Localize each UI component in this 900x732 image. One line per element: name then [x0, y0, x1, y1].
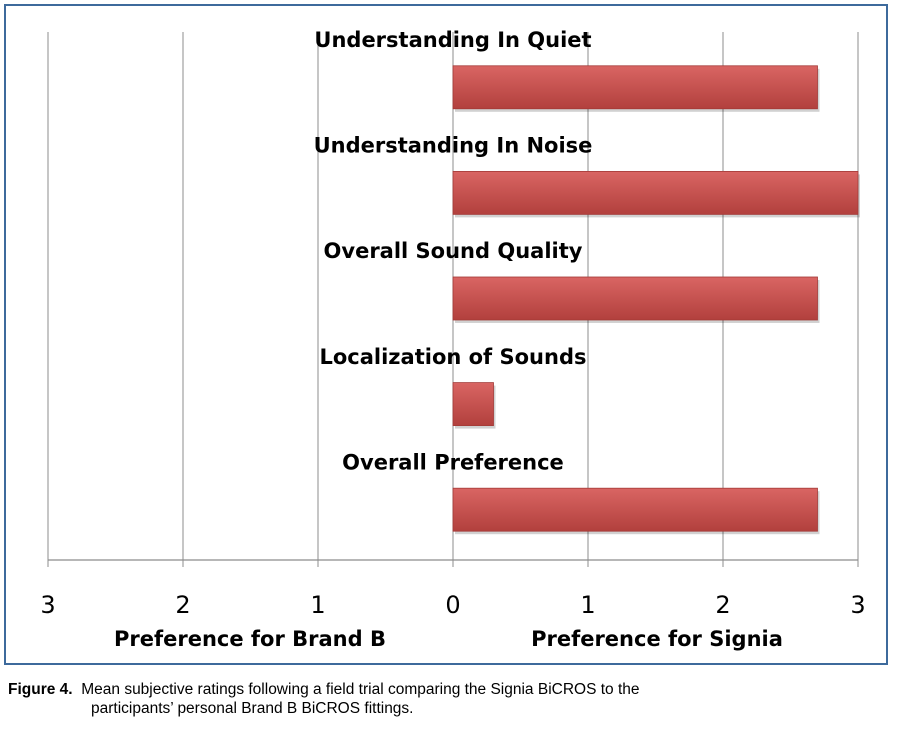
bar	[452, 65, 818, 110]
x-tick-label: 2	[175, 591, 190, 619]
x-axis-title-right: Preference for Signia	[531, 627, 783, 651]
x-axis-title-left: Preference for Brand B	[114, 627, 386, 651]
x-tick-label: 2	[715, 591, 730, 619]
x-tick-labels: 3 2 1 0 1 2 3	[40, 591, 865, 619]
caption-label: Figure 4.	[8, 681, 73, 698]
caption-line1: Mean subjective ratings following a fiel…	[81, 681, 640, 698]
bars	[452, 65, 860, 535]
bar	[452, 382, 494, 426]
category-label: Localization of Sounds	[319, 345, 586, 369]
bar	[452, 487, 818, 532]
x-tick-label: 1	[580, 591, 595, 619]
category-label: Understanding In Noise	[314, 134, 593, 158]
category-label: Overall Preference	[342, 450, 564, 474]
chart: Understanding In Quiet Understanding In N…	[40, 28, 865, 651]
category-labels: Understanding In Quiet Understanding In N…	[314, 28, 593, 474]
x-tick-label: 0	[445, 591, 460, 619]
category-label: Overall Sound Quality	[324, 239, 583, 263]
bar	[452, 170, 859, 215]
category-label: Understanding In Quiet	[314, 28, 591, 52]
x-tick-label: 3	[40, 591, 55, 619]
chart-frame	[4, 4, 888, 665]
bar	[452, 276, 818, 321]
x-tick-label: 1	[310, 591, 325, 619]
x-axis	[47, 559, 859, 567]
x-tick-label: 3	[850, 591, 865, 619]
caption-line2: participants’ personal Brand B BiCROS fi…	[91, 700, 414, 717]
figure-caption: Figure 4. Mean subjective ratings follow…	[8, 680, 888, 718]
